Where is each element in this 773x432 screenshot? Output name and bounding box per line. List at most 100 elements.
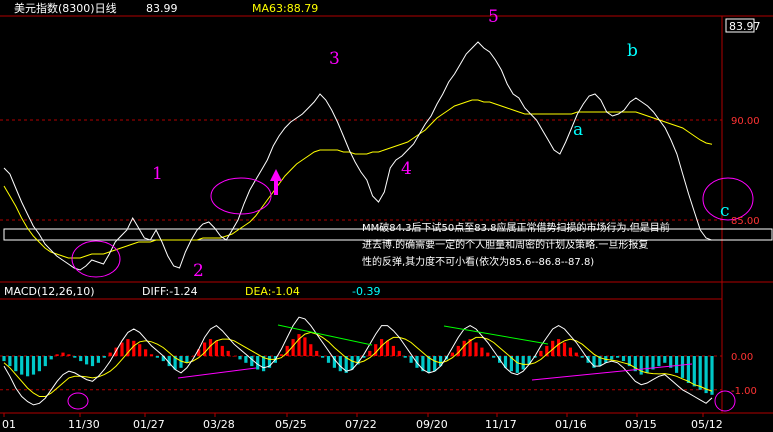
macd-bar bbox=[85, 356, 89, 365]
macd-bar bbox=[126, 339, 130, 356]
circle-macd-left bbox=[67, 392, 89, 410]
macd-value: -0.39 bbox=[352, 285, 380, 298]
macd-bar bbox=[557, 339, 561, 356]
macd-bar bbox=[450, 352, 454, 356]
macd-bar bbox=[102, 356, 106, 358]
macd-bar bbox=[704, 356, 708, 394]
macd-bar bbox=[49, 356, 53, 360]
macd-bar bbox=[238, 356, 242, 360]
macd-bar bbox=[155, 356, 159, 358]
up-arrow-icon bbox=[270, 169, 282, 195]
macd-bar bbox=[226, 350, 230, 356]
circle-macd-right bbox=[714, 390, 736, 412]
macd-bar bbox=[61, 352, 65, 356]
x-tick-label: 01/16 bbox=[555, 418, 587, 431]
macd-bar bbox=[267, 356, 272, 368]
macd-bar bbox=[515, 356, 519, 373]
wave-label-a: a bbox=[573, 120, 583, 140]
macd-bar bbox=[415, 356, 419, 368]
macd-bar bbox=[161, 356, 165, 362]
macd-bar bbox=[43, 356, 47, 367]
macd-bar bbox=[403, 356, 407, 358]
macd-bar bbox=[232, 356, 236, 357]
macd-diff: DIFF:-1.24 bbox=[142, 285, 198, 298]
macd-tick-1: -1.00 bbox=[731, 386, 757, 397]
macd-bar bbox=[686, 356, 690, 383]
x-tick-label: 03/15 bbox=[625, 418, 657, 431]
macd-bar bbox=[208, 339, 213, 356]
macd-bar bbox=[598, 356, 602, 367]
annotation-line-3: 性的反弹,其力度不可小看(依次为85.6--86.8--87.8) bbox=[362, 255, 594, 268]
circle-low-left bbox=[71, 240, 121, 278]
price-grid bbox=[0, 119, 722, 221]
macd-bar bbox=[256, 356, 260, 370]
macd-bar bbox=[391, 345, 395, 356]
macd-bar bbox=[14, 356, 18, 372]
macd-bar bbox=[90, 356, 95, 367]
price-line bbox=[3, 41, 713, 271]
wave-label-4: 4 bbox=[401, 159, 412, 179]
macd-bar bbox=[385, 340, 390, 356]
ma63-line bbox=[3, 99, 713, 259]
macd-bar bbox=[551, 340, 555, 356]
instrument-title: 美元指数(8300)日线 bbox=[14, 1, 117, 15]
macd-bar bbox=[692, 356, 696, 387]
macd-bar bbox=[214, 340, 218, 356]
x-tick-label: 11/17 bbox=[485, 418, 517, 431]
macd-bar bbox=[409, 356, 413, 363]
x-axis: 01 11/30 01/27 03/28 05/25 07/22 09/20 11/17 01/… bbox=[2, 413, 723, 431]
macd-bar bbox=[468, 339, 472, 356]
macd-bar bbox=[621, 356, 626, 362]
wave-label-5: 5 bbox=[488, 7, 499, 27]
macd-dea: DEA:-1.04 bbox=[245, 285, 300, 298]
x-tick-label: 01/27 bbox=[133, 418, 165, 431]
wave-label-1: 1 bbox=[152, 164, 163, 184]
macd-bar bbox=[120, 342, 124, 356]
diff-line bbox=[3, 316, 713, 406]
chart-frame bbox=[0, 15, 773, 414]
price-tick-90: 90.00 bbox=[731, 116, 760, 127]
macd-bar bbox=[669, 356, 673, 368]
macd-bar bbox=[657, 356, 661, 367]
macd-bar bbox=[55, 354, 59, 356]
ma-value: MA63:88.79 bbox=[252, 2, 318, 15]
trendline-green-1 bbox=[277, 324, 373, 346]
macd-bar bbox=[639, 356, 643, 375]
price-tick-85: 85.00 bbox=[731, 216, 760, 227]
wave-label-3: 3 bbox=[329, 49, 340, 69]
macd-bar bbox=[20, 356, 24, 375]
macd-bar bbox=[698, 356, 702, 390]
trendline-green-2 bbox=[443, 325, 549, 345]
macd-bar bbox=[680, 356, 685, 378]
macd-bar bbox=[179, 356, 183, 368]
macd-bar bbox=[332, 356, 336, 368]
macd-bar bbox=[397, 350, 401, 356]
macd-bar bbox=[250, 356, 254, 367]
macd-bar bbox=[616, 356, 620, 358]
macd-bar bbox=[539, 350, 543, 356]
macd-bar bbox=[37, 356, 41, 372]
macd-bar bbox=[279, 354, 283, 356]
macd-bar bbox=[592, 356, 596, 368]
circle-right bbox=[702, 177, 754, 221]
macd-bar bbox=[439, 356, 443, 367]
macd-bar bbox=[509, 356, 513, 372]
macd-bar bbox=[675, 356, 679, 373]
macd-bar bbox=[67, 354, 71, 356]
highlight-circles bbox=[67, 177, 754, 412]
macd-bar bbox=[344, 356, 348, 373]
macd-bar bbox=[173, 356, 177, 370]
macd-histogram bbox=[2, 334, 714, 395]
macd-bar bbox=[380, 339, 384, 356]
macd-bar bbox=[362, 356, 366, 358]
macd-bar bbox=[627, 356, 631, 367]
macd-bar bbox=[138, 344, 142, 356]
macd-tick-0: 0.00 bbox=[731, 352, 753, 363]
macd-bar bbox=[710, 356, 714, 395]
macd-bar bbox=[262, 356, 266, 372]
macd-bar bbox=[427, 356, 431, 373]
trendline-magenta-1 bbox=[177, 367, 257, 379]
macd-bar bbox=[486, 352, 490, 356]
macd-bar bbox=[574, 352, 578, 356]
macd-bar bbox=[368, 350, 372, 356]
